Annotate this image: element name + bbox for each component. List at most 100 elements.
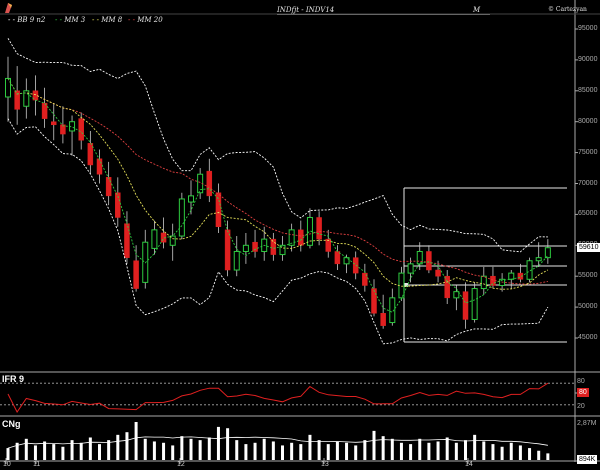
candle-up — [508, 272, 515, 280]
cng-value-tag: 894K — [577, 455, 598, 464]
cng-title: CNg — [2, 419, 21, 429]
volume-bar — [143, 438, 147, 460]
volume-bar — [253, 442, 257, 460]
volume-bar — [464, 440, 467, 460]
volume-bar — [116, 434, 120, 460]
symbol-label[interactable]: INDfjt - INDV14 — [277, 6, 335, 14]
volume-bar — [454, 442, 458, 460]
current-price-tag: 59610 — [577, 243, 600, 252]
volume-bar — [491, 444, 495, 460]
legend-mm20: - - MM 20 — [128, 16, 163, 24]
candle-up — [5, 77, 11, 98]
volume-bar — [189, 438, 193, 460]
volume-bar — [134, 422, 138, 460]
volume-bar — [335, 441, 339, 460]
price-tick-label: 75000 — [578, 148, 598, 156]
price-tick-label: 45000 — [578, 334, 598, 341]
price-tick-label: 90000 — [578, 55, 598, 63]
candle-down — [124, 223, 130, 258]
volume-bar — [372, 430, 376, 460]
candle-up — [535, 257, 542, 262]
volume-bar — [33, 445, 37, 460]
legend-bb: - - BB 9 n2 — [8, 16, 46, 24]
volume-bar — [528, 448, 532, 460]
volume-bar — [290, 442, 294, 460]
volume-bar — [235, 440, 239, 460]
candle-up — [471, 288, 478, 320]
volume-bar — [418, 438, 422, 460]
volume-bar — [281, 445, 284, 460]
price-tick-label: 95000 — [578, 25, 598, 32]
volume-bar — [399, 442, 403, 460]
candle-up — [178, 198, 185, 237]
candle-down — [87, 143, 94, 166]
volume-bar — [216, 426, 220, 460]
volume-bar — [308, 434, 312, 460]
candle-down — [224, 229, 231, 271]
ifr-tick-80: 80 — [577, 378, 585, 385]
candle-down — [334, 251, 341, 265]
volume-bar — [473, 434, 477, 460]
volume-bar — [98, 444, 101, 460]
legend-mm8: - - MM 8 — [92, 16, 123, 24]
candle-up — [389, 297, 396, 324]
volume-bar — [409, 444, 413, 460]
study-handle — [404, 283, 408, 287]
candle-up — [453, 291, 460, 299]
volume-bar — [180, 436, 184, 460]
volume-bar — [52, 444, 56, 460]
volume-bar — [271, 441, 275, 460]
ifr-title: IFR 9 — [2, 374, 25, 384]
volume-bar — [546, 453, 550, 460]
volume-bar — [317, 440, 321, 460]
volume-bar — [61, 446, 65, 460]
candle-down — [96, 158, 103, 175]
candle-down — [362, 272, 368, 286]
price-tick-label: 50000 — [578, 303, 598, 311]
price-tick-label: 70000 — [578, 179, 598, 187]
candle-up — [233, 250, 240, 271]
candle-up — [151, 229, 158, 249]
volume-bar — [436, 441, 440, 460]
candle-up — [23, 90, 30, 107]
time-label-12: 12 — [177, 461, 185, 468]
volume-bar — [390, 438, 394, 460]
candle-down — [371, 288, 377, 314]
candle-up — [480, 275, 487, 290]
volume-bar — [24, 438, 28, 460]
candle-down — [115, 192, 121, 218]
candle-up — [544, 247, 551, 259]
volume-bar — [43, 441, 47, 460]
mm8-line — [7, 78, 549, 290]
volume-bar — [363, 440, 367, 460]
price-tick-label: 55000 — [578, 272, 598, 280]
candle-up — [407, 263, 414, 274]
copyright-label: © Cartezyan — [548, 6, 587, 13]
volume-bar — [518, 445, 522, 460]
volume-bar — [482, 441, 486, 460]
volume-bar — [354, 445, 358, 460]
mm3-line — [7, 78, 549, 313]
volume-bar — [15, 442, 19, 460]
candle-down — [51, 121, 57, 126]
candle-down — [462, 291, 469, 320]
bb-lower-line — [7, 118, 549, 345]
candle-up — [288, 229, 295, 246]
candle-up — [416, 250, 423, 265]
volume-bar — [107, 440, 111, 460]
app-logo-icon[interactable] — [3, 2, 13, 14]
candle-up — [526, 260, 533, 280]
candle-down — [270, 238, 277, 255]
price-tick-label: 80000 — [578, 117, 598, 125]
volume-bar — [326, 444, 330, 460]
legend-mm3: - - MM 3 — [55, 16, 86, 24]
volume-bar — [88, 437, 92, 460]
period-label[interactable]: M — [473, 6, 481, 14]
volume-avg-line — [7, 436, 548, 449]
volume-bar — [262, 438, 266, 460]
volume-bar — [345, 442, 349, 460]
volume-bar — [500, 446, 504, 460]
candle-down — [78, 118, 84, 141]
volume-bar — [226, 428, 230, 460]
